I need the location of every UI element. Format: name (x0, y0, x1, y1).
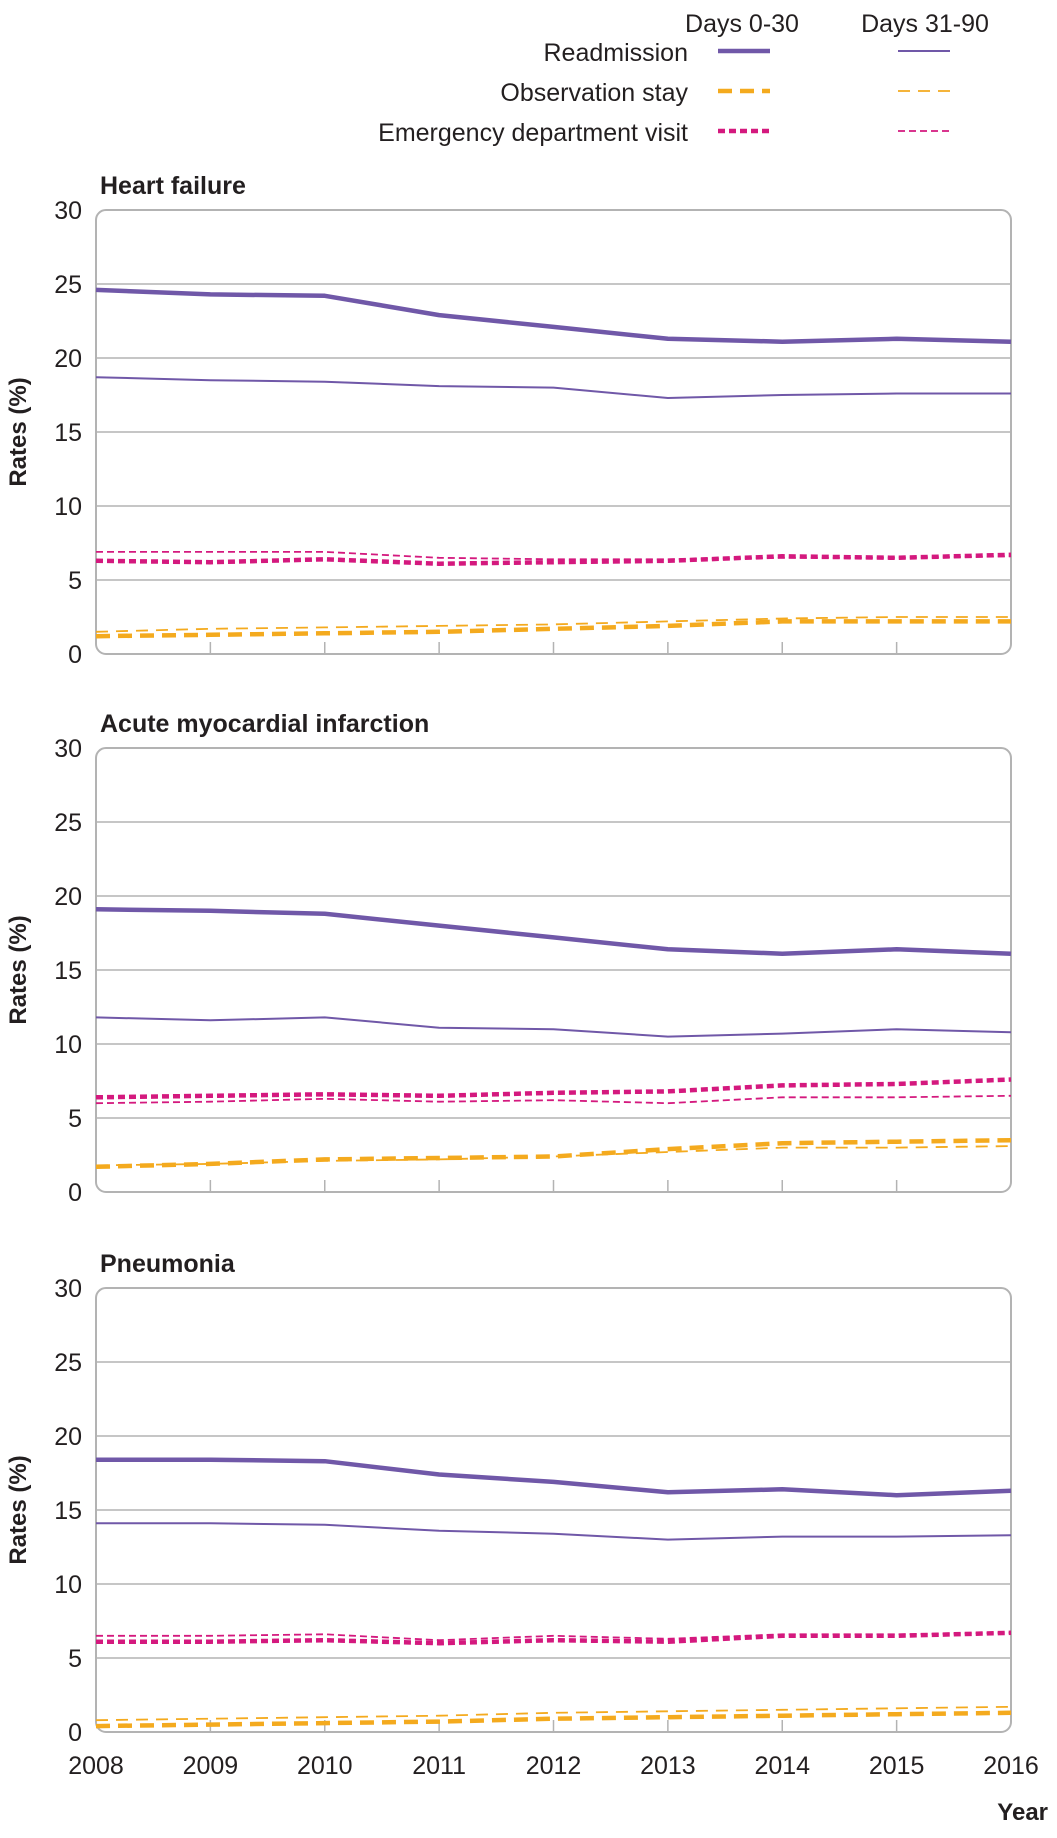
series-line-ed-days-0-30 (95, 1077, 1012, 1100)
series-line-observation-days-31-90 (95, 616, 1011, 633)
y-tick-label: 30 (54, 735, 82, 763)
y-tick-label: 15 (54, 419, 82, 447)
legend-label-ed: Emergency department visit (378, 119, 688, 147)
panel-2: Acute myocardial infarction Rates (%) 0 5 10… (5, 710, 1012, 1207)
panel-title: Heart failure (100, 172, 246, 200)
x-tick-label: 2008 (68, 1752, 124, 1780)
series-line-ed-days-0-30 (95, 552, 1012, 566)
y-tick-label: 15 (54, 957, 82, 985)
y-tick-label: 20 (54, 883, 82, 911)
x-axis-title: Year (997, 1799, 1048, 1826)
y-tick-label: 10 (54, 1571, 82, 1599)
y-axis-title: Rates (%) (5, 377, 32, 486)
y-tick-label: 30 (54, 1275, 82, 1303)
y-tick-label: 20 (54, 1423, 82, 1451)
legend-header-days-31-90: Days 31-90 (861, 10, 989, 38)
y-tick-label: 5 (68, 1645, 82, 1673)
x-tick-label: 2015 (869, 1752, 925, 1780)
series-line-ed-days-0-30 (96, 1630, 1012, 1646)
y-axis-title: Rates (%) (5, 915, 32, 1024)
x-tick-label: 2011 (412, 1752, 466, 1780)
plot-frame (95, 1287, 1012, 1733)
y-tick-label: 10 (54, 1031, 82, 1059)
y-tick-label: 0 (68, 1719, 82, 1747)
legend: Days 0-30 Days 31-90 Readmission Observa… (378, 10, 989, 147)
series-line-readmission-days-31-90 (95, 376, 1011, 399)
series-line-observation-days-31-90 (95, 1705, 1012, 1722)
y-tick-label: 5 (68, 1105, 82, 1133)
legend-header-days-0-30: Days 0-30 (685, 10, 799, 38)
y-tick-label: 0 (68, 641, 82, 669)
plot-frame (95, 209, 1012, 655)
x-tick-label: 2009 (183, 1752, 239, 1780)
y-tick-label: 10 (54, 493, 82, 521)
plot-frame (95, 747, 1012, 1193)
y-tick-label: 5 (68, 567, 82, 595)
series-line-observation-days-0-30 (95, 619, 1011, 639)
series-line-readmission-days-0-30 (96, 1457, 1012, 1498)
panel-title: Pneumonia (100, 1250, 236, 1278)
y-axis-title: Rates (%) (5, 1455, 32, 1564)
panel-1: Heart failure Rates (%) 0 5 10 15 20 25 30 (5, 172, 1012, 669)
series-line-ed-days-31-90 (95, 1094, 1012, 1105)
series-line-readmission-days-0-30 (95, 907, 1012, 956)
x-tick-label: 2010 (297, 1752, 353, 1780)
y-tick-label: 30 (54, 197, 82, 225)
series-line-ed-days-31-90 (96, 551, 1012, 561)
series-line-observation-days-0-30 (95, 1137, 1012, 1170)
y-tick-label: 20 (54, 345, 82, 373)
series-line-observation-days-31-90 (95, 1145, 1012, 1167)
legend-label-readmission: Readmission (543, 39, 688, 67)
y-tick-label: 25 (54, 809, 82, 837)
legend-label-observation: Observation stay (500, 79, 688, 107)
y-tick-label: 25 (54, 271, 82, 299)
panel-title: Acute myocardial infarction (100, 710, 429, 738)
series-line-readmission-days-0-30 (95, 287, 1012, 344)
y-tick-label: 15 (54, 1497, 82, 1525)
x-tick-label: 2012 (526, 1752, 582, 1780)
series-line-readmission-days-31-90 (95, 1016, 1012, 1038)
x-tick-label: 2016 (983, 1752, 1039, 1780)
series-line-readmission-days-31-90 (96, 1522, 1012, 1541)
y-tick-label: 25 (54, 1349, 82, 1377)
x-tick-label: 2014 (754, 1752, 810, 1780)
x-tick-label: 2013 (640, 1752, 696, 1780)
y-tick-label: 0 (68, 1179, 82, 1207)
panel-3: Pneumonia Rates (%) 0 5 10 15 20 25 30 2008 2009 20… (5, 1250, 1048, 1826)
